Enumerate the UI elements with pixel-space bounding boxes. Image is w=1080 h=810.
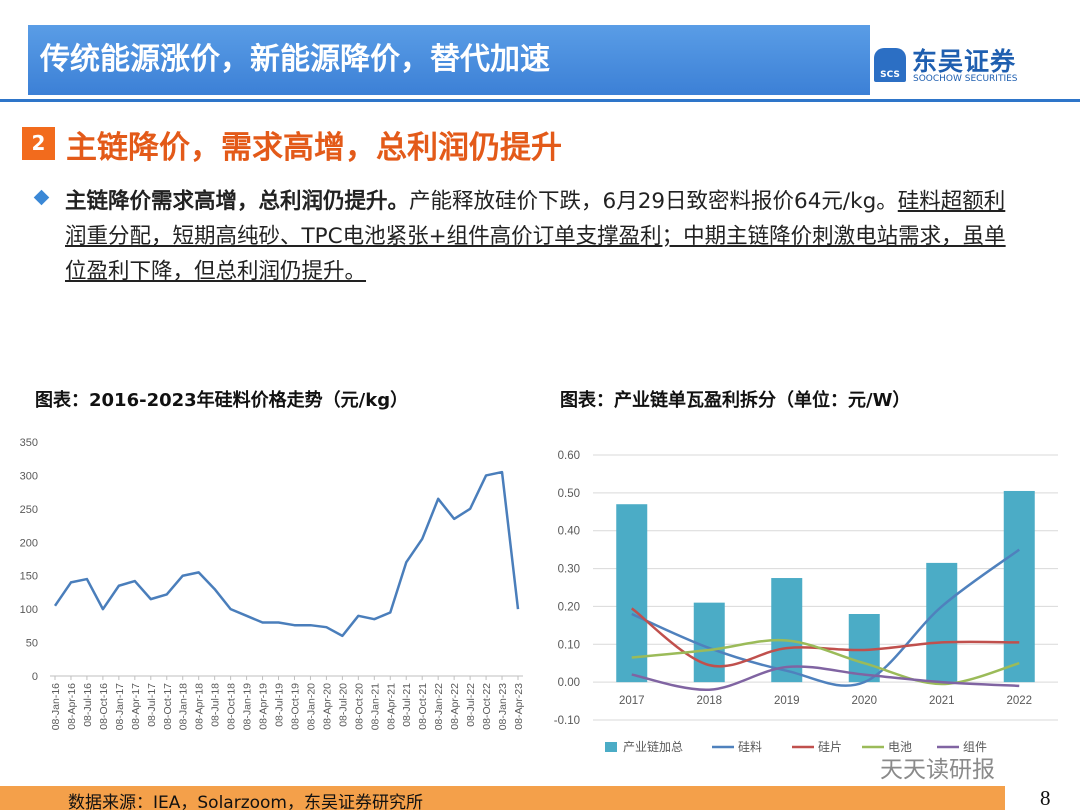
y-tick-label: 50 [26, 638, 38, 650]
page-number: 8 [1040, 786, 1051, 810]
bar [693, 602, 725, 683]
legend-label: 组件 [963, 740, 987, 754]
bar [1003, 490, 1035, 683]
bar [848, 614, 880, 683]
x-tick-label: 08-Apr-17 [130, 683, 142, 730]
chart-title: 图表：产业链单瓦盈利拆分（单位：元/W） [560, 390, 911, 411]
series-line [631, 548, 1020, 687]
y-tick-label: 250 [20, 504, 38, 516]
y-tick-label: 100 [20, 604, 38, 616]
chart-title: 图表：2016-2023年硅料价格走势（元/kg） [35, 390, 409, 411]
y-tick-label: 0.60 [558, 450, 580, 462]
x-tick-label: 2022 [1006, 695, 1032, 707]
x-tick-label: 08-Jan-21 [369, 683, 381, 730]
y-tick-label: 350 [20, 437, 38, 449]
x-tick-label: 2020 [851, 695, 877, 707]
x-tick-label: 2017 [619, 695, 645, 707]
legend-label: 硅料 [738, 740, 762, 754]
header-title: 传统能源涨价，新能源降价，替代加速 [28, 25, 870, 95]
bullet-text: 主链降价需求高增，总利润仍提升。产能释放硅价下跌，6月29日致密料报价64元/k… [65, 184, 1020, 289]
x-tick-label: 2019 [774, 695, 800, 707]
x-tick-label: 08-Oct-17 [162, 683, 174, 730]
section-title: 主链降价，需求高增，总利润仍提升 [66, 130, 562, 166]
x-tick-label: 08-Jul-22 [465, 683, 477, 727]
y-tick-label: 200 [20, 537, 38, 549]
legend-label: 电池 [888, 740, 912, 754]
y-tick-label: 0.50 [558, 488, 580, 500]
x-tick-label: 08-Jul-18 [210, 683, 222, 727]
logo-name: 东吴证券 [912, 47, 1017, 76]
bullet-icon [33, 189, 50, 206]
logo-sub: SOOCHOW SECURITIES [913, 74, 1018, 84]
x-tick-label: 08-Jan-22 [433, 683, 445, 730]
series-line [631, 665, 1020, 691]
x-tick-label: 08-Oct-20 [353, 683, 365, 730]
x-tick-label: 08-Apr-21 [385, 683, 397, 730]
x-tick-label: 08-Oct-16 [98, 683, 110, 730]
x-tick-label: 08-Apr-16 [66, 683, 78, 730]
chart: -0.10 0.00 0.10 0.20 0.30 0.40 0.50 0.60 2017 201… [554, 450, 1058, 754]
x-tick-label: 08-Jul-20 [337, 683, 349, 727]
x-tick-label: 08-Oct-21 [417, 683, 429, 730]
y-tick-label: 150 [20, 571, 38, 583]
y-tick-label: -0.10 [554, 715, 580, 727]
watermark: 天天读研报 [880, 757, 995, 783]
x-tick-label: 08-Apr-23 [513, 683, 525, 730]
x-tick-label: 08-Jul-16 [82, 683, 94, 727]
x-tick-label: 08-Jan-23 [497, 683, 509, 730]
y-tick-label: 300 [20, 470, 38, 482]
x-tick-label: 2018 [696, 695, 722, 707]
x-tick-label: 08-Oct-22 [481, 683, 493, 730]
x-tick-label: 08-Apr-22 [449, 683, 461, 730]
x-tick-label: 08-Apr-18 [194, 683, 206, 730]
price-line [53, 470, 520, 638]
legend-label: 产业链加总 [623, 739, 683, 754]
bullet-plain: 产能释放硅价下跌，6月29日致密料报价64元/kg。 [409, 189, 898, 214]
y-tick-label: 0.20 [558, 601, 580, 613]
x-tick-label: 08-Jan-16 [50, 683, 62, 730]
bullet-underlined: 硅料超额利润重分配，短期高纯砂、TPC电池紧张+组件高价订单支撑盈利；中期主链降… [65, 189, 1006, 284]
x-tick-label: 08-Jul-17 [146, 683, 158, 727]
logo-badge: SCS [874, 48, 906, 82]
bar [926, 562, 958, 683]
x-tick-label: 08-Oct-19 [289, 683, 301, 730]
y-tick-label: 0.40 [558, 526, 580, 538]
y-tick-label: 0.30 [558, 564, 580, 576]
section-number: 2 [22, 127, 55, 160]
x-tick-label: 08-Jan-19 [242, 683, 254, 730]
series-line [631, 607, 1020, 668]
legend-swatch [605, 742, 617, 752]
legend-label: 硅片 [818, 740, 842, 754]
x-tick-label: 08-Jan-18 [178, 683, 190, 730]
y-tick-label: 0.10 [558, 639, 580, 651]
x-tick-label: 08-Apr-20 [321, 683, 333, 730]
x-tick-label: 08-Jan-17 [114, 683, 126, 730]
x-tick-label: 08-Jan-20 [305, 683, 317, 730]
source-note: 数据来源：IEA，Solarzoom，东吴证券研究所 [68, 793, 423, 810]
x-tick-label: 2021 [929, 695, 955, 707]
bar [771, 578, 803, 683]
bar [616, 504, 648, 683]
chart: 0 50 100 150 200 250 300 350 08-Jan-16 08-Apr-16 0… [20, 437, 525, 730]
header-rule [0, 99, 1080, 102]
footer-strip [0, 786, 1005, 810]
y-tick-label: 0 [32, 671, 38, 683]
x-tick-label: 08-Oct-18 [226, 683, 238, 730]
x-tick-label: 08-Jul-19 [274, 683, 286, 727]
bullet-bold: 主链降价需求高增，总利润仍提升。 [65, 189, 410, 214]
x-tick-label: 08-Jul-21 [401, 683, 413, 727]
y-tick-label: 0.00 [558, 677, 580, 689]
series-line [631, 638, 1020, 686]
x-tick-label: 08-Apr-19 [258, 683, 270, 730]
